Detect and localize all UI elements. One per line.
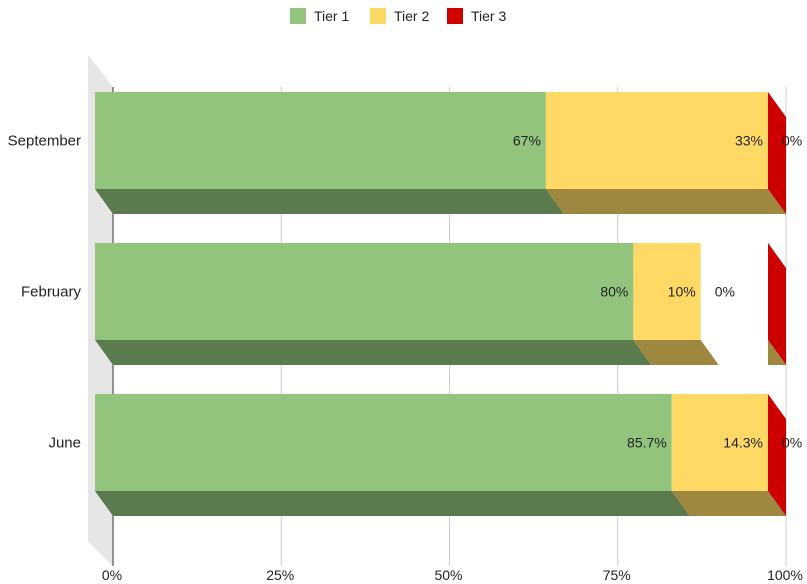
bar-september-end-cap-shadow [768,189,786,214]
category-labels: September February June [8,133,82,452]
data-label-june-tier-1: 85.7% [627,435,667,451]
legend-swatch-tier-1 [290,8,306,24]
bar-september-tier-1-bottom-face [95,189,564,214]
bar-february-end-cap-shadow [768,340,786,365]
x-tick-label-25: 25% [266,567,294,583]
category-label-september: September [8,133,81,150]
category-label-february: February [21,284,82,301]
x-axis-ticks: 0% 25% 50% 75% 100% [102,567,803,583]
legend[interactable]: Tier 1 Tier 2 Tier 3 [290,8,506,24]
x-tick-label-50: 50% [434,567,462,583]
bar-june-end-cap-shadow [768,491,786,516]
data-label-february-tier-1: 80% [600,284,628,300]
bars [95,92,786,516]
bar-february-end-cap [768,243,786,365]
bar-june-tier-2 [671,394,768,491]
data-label-february-tier-2: 10% [668,284,696,300]
data-label-september-tier-3: 0% [782,133,802,149]
data-label-september-tier-2: 33% [735,133,763,149]
legend-label-tier-1: Tier 1 [314,8,349,24]
data-label-february-tier-3: 0% [715,284,735,300]
x-tick-label-100: 100% [767,567,803,583]
legend-swatch-tier-3 [447,8,463,24]
legend-item-tier-3[interactable]: Tier 3 [447,8,506,24]
legend-item-tier-2[interactable]: Tier 2 [370,8,429,24]
bar-june-end-cap [768,394,786,516]
data-labels: 67% 33% 0% 80% 10% 0% 85.7% 14.3% 0% [513,133,802,451]
bar-june-tier-1-bottom-face [95,491,690,516]
bar-september-tier-1 [95,92,546,189]
category-label-june: June [48,435,81,452]
legend-label-tier-2: Tier 2 [394,8,429,24]
bar-february-tier-1-bottom-face [95,340,652,365]
bar-february-tier-2-bottom-face [633,340,719,365]
bar-february-tier-1 [95,243,634,340]
bar-june-tier-2-bottom-face [671,491,786,516]
bar-february-tier-2 [633,243,701,340]
bar-september-tier-2 [545,92,768,189]
data-label-june-tier-2: 14.3% [723,435,763,451]
legend-label-tier-3: Tier 3 [471,8,506,24]
bar-september-end-cap [768,92,786,214]
data-label-september-tier-1: 67% [513,133,541,149]
x-tick-label-0: 0% [102,567,122,583]
bar-september-tier-2-bottom-face [545,189,786,214]
data-label-june-tier-3: 0% [782,435,802,451]
legend-swatch-tier-2 [370,8,386,24]
x-tick-label-75: 75% [603,567,631,583]
bar-june-tier-1 [95,394,672,491]
legend-item-tier-1[interactable]: Tier 1 [290,8,349,24]
